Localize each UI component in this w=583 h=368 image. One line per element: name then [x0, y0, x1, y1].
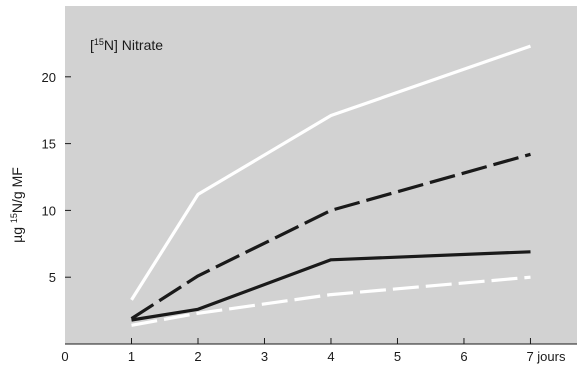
x-tick-label: 3	[261, 349, 268, 364]
series-layer	[130, 44, 532, 327]
x-tick-label: 6	[460, 349, 467, 364]
x-tick-label: 7 jours	[526, 349, 566, 364]
y-tick-label: 20	[42, 70, 56, 85]
ylabel-superscript: 15	[9, 213, 19, 223]
annotation-part-open: [	[90, 37, 94, 53]
series-line-1	[130, 44, 532, 301]
y-axis-label: µg 15N/g MF	[9, 167, 25, 243]
series-line-4	[131, 275, 531, 327]
y-ticks: 5 10 15 20	[42, 70, 71, 285]
ylabel-part-rest: N/g MF	[9, 167, 25, 213]
x-tick-label: 1	[128, 349, 135, 364]
annotation-part-rest: N] Nitrate	[104, 37, 163, 53]
y-tick-label: 5	[49, 270, 56, 285]
x-tick-label: 2	[194, 349, 201, 364]
x-ticks: 0 1 2 3 4 5 6 7 jours	[61, 338, 566, 364]
x-tick-label: 5	[394, 349, 401, 364]
plot-background	[65, 6, 577, 344]
x-tick-label: 0	[61, 349, 68, 364]
y-tick-label: 10	[42, 203, 56, 218]
series-line-3	[131, 250, 531, 322]
annotation-superscript: 15	[94, 37, 104, 47]
x-tick-label: 4	[327, 349, 334, 364]
ylabel-part-unit: µg	[9, 223, 25, 243]
series-line-2	[130, 152, 531, 320]
y-tick-label: 15	[42, 137, 56, 152]
chart-annotation: [15N] Nitrate	[90, 37, 163, 53]
